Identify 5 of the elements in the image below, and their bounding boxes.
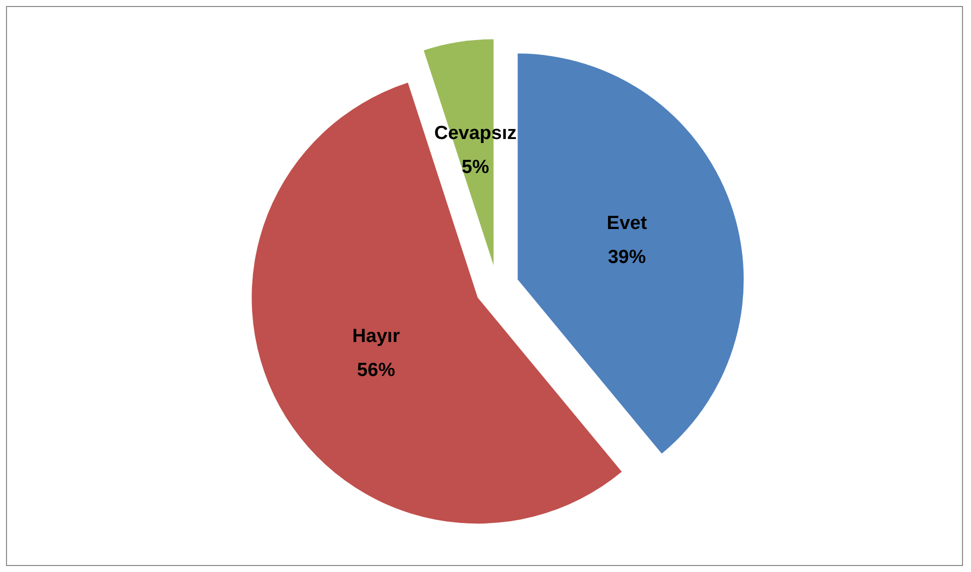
slice-label: Hayır bbox=[352, 326, 400, 347]
data-label: 39% bbox=[608, 246, 646, 268]
data-label: 56% bbox=[357, 360, 396, 381]
data-label: 5% bbox=[462, 157, 490, 178]
slice-label: Evet bbox=[606, 212, 648, 234]
